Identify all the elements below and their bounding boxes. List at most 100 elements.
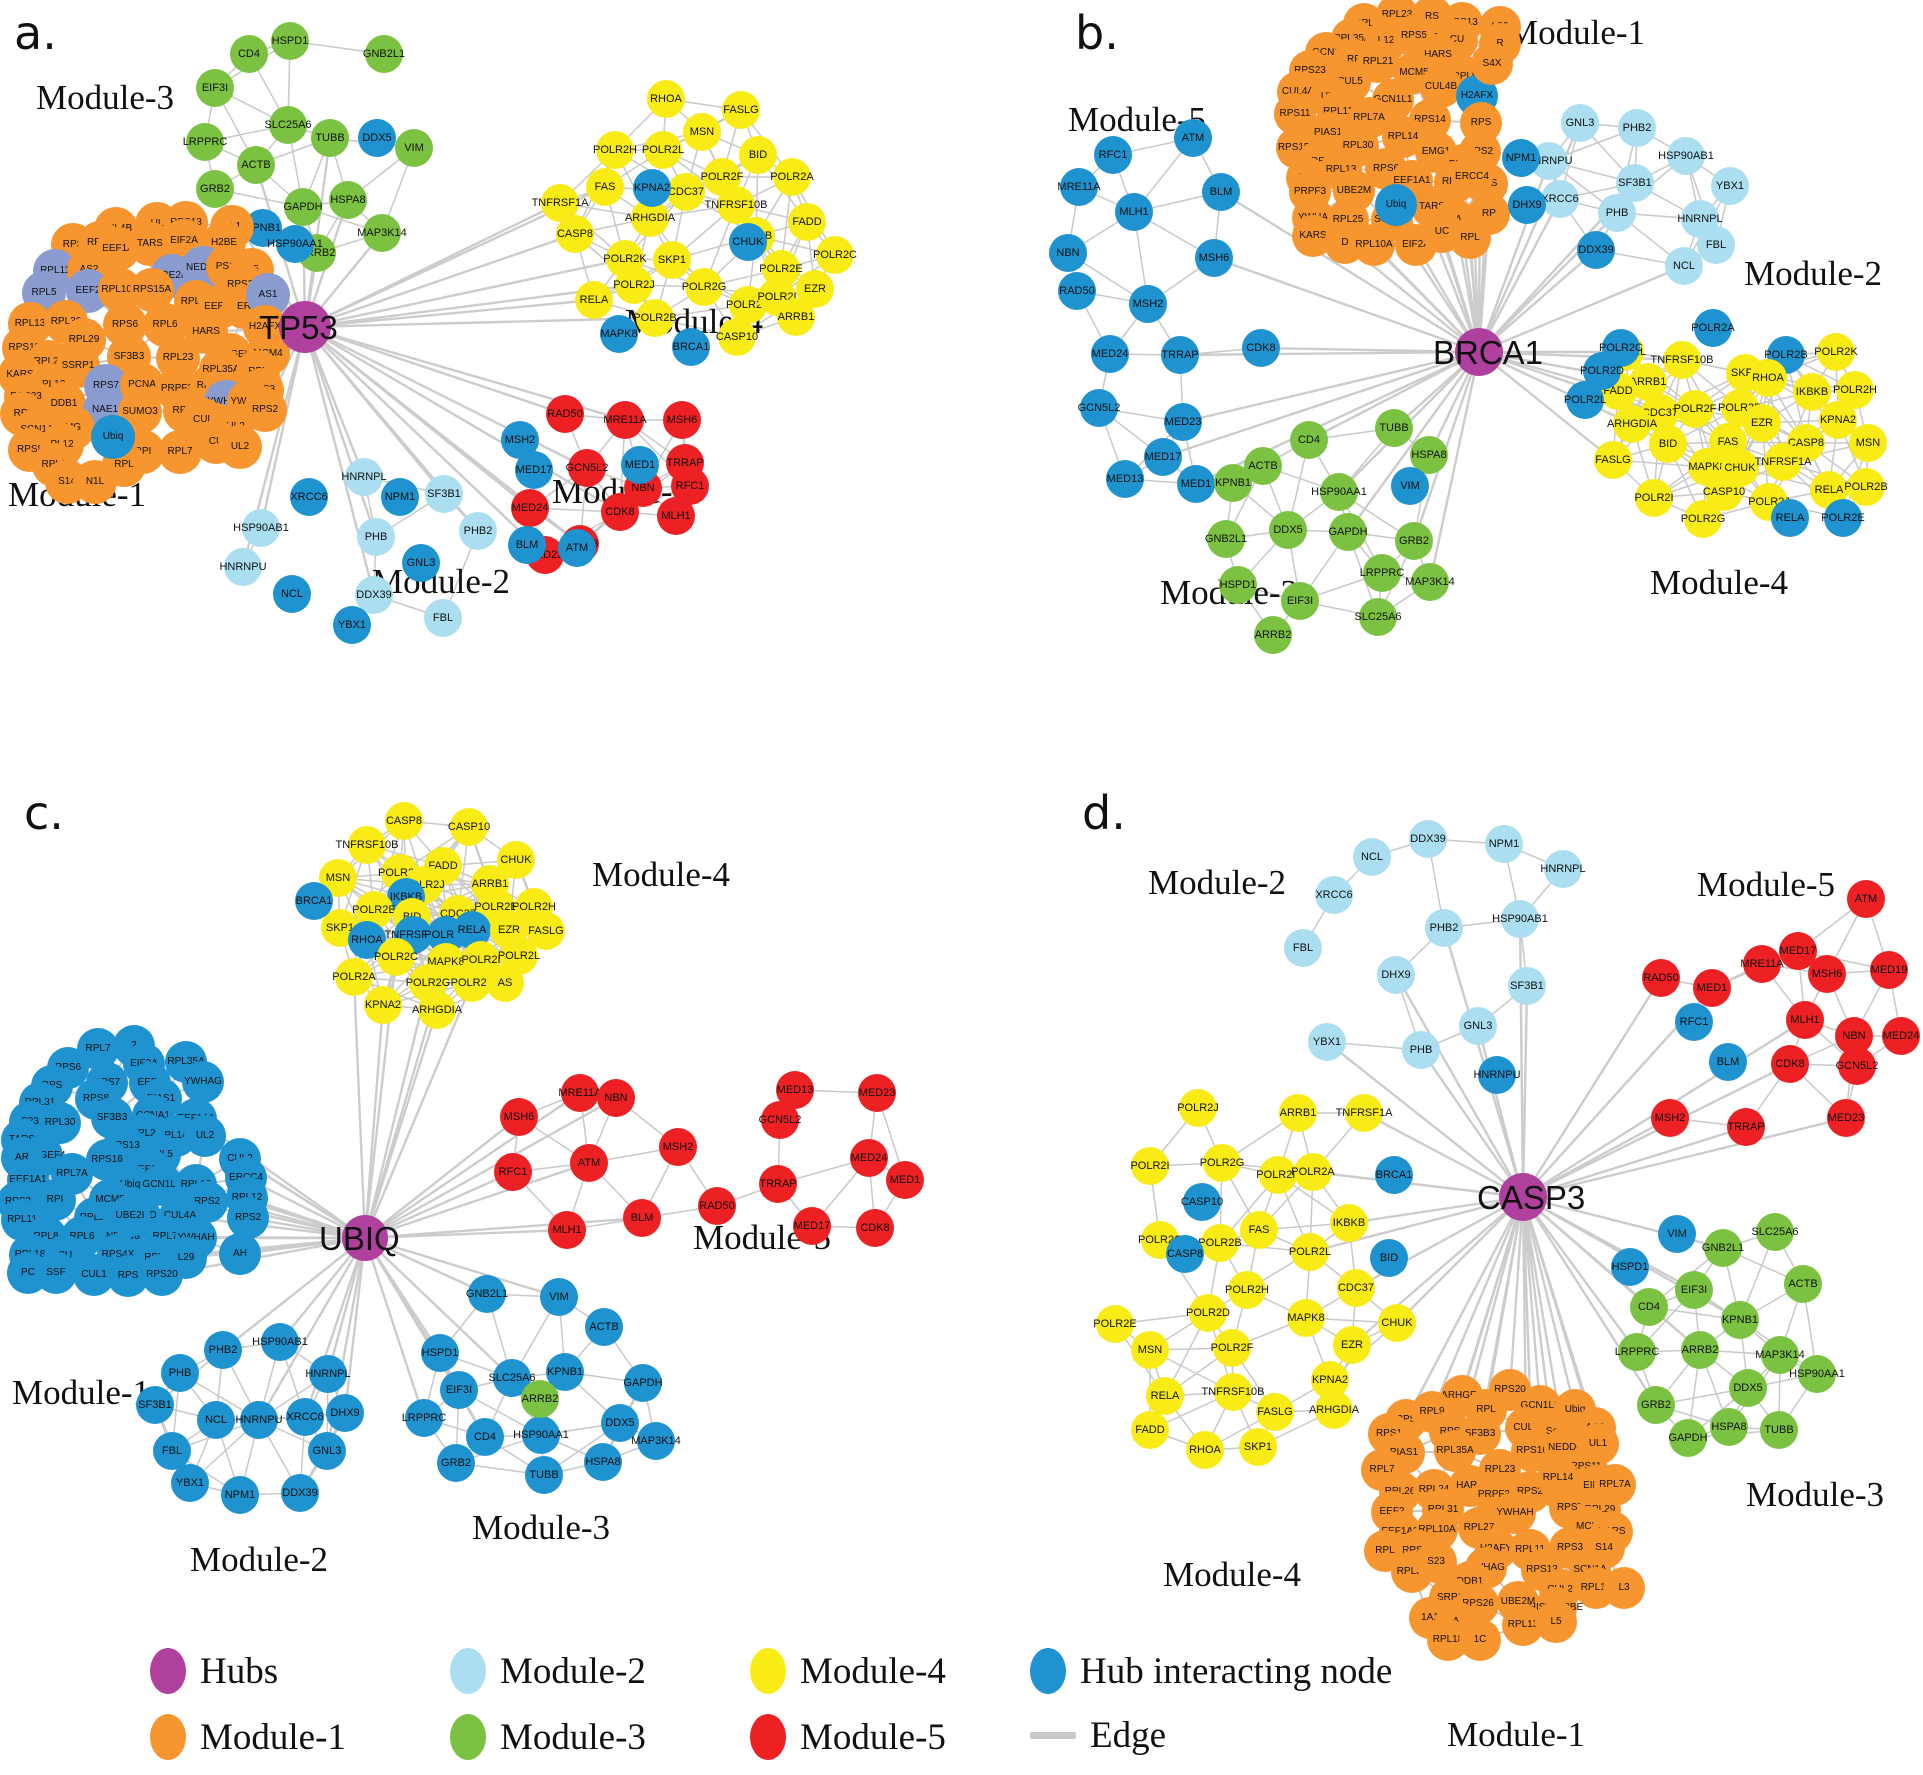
node-module-4[interactable]: POLR2F xyxy=(1211,1329,1253,1367)
node-module-3[interactable]: KPNB1 xyxy=(1721,1301,1759,1339)
node-module-4[interactable]: FASLG xyxy=(1256,1393,1294,1431)
node-module-3[interactable]: CD4 xyxy=(1630,1288,1668,1326)
node-module-5[interactable]: MED17 xyxy=(793,1207,831,1245)
node-module-4[interactable]: POLR2C xyxy=(813,236,857,274)
node-hub-interacting[interactable]: HSPD1 xyxy=(1611,1248,1649,1286)
node-module-2[interactable]: NCL xyxy=(1665,247,1703,285)
node-module-5-hub-interacting[interactable]: MRE11A xyxy=(1057,168,1101,206)
node-module-4[interactable]: CASP10 xyxy=(716,318,758,356)
node-module-4[interactable]: CASP8 xyxy=(385,802,423,840)
node-module-4[interactable]: TNFRSF10B xyxy=(1651,341,1713,379)
node-module-4[interactable]: ARHGDIA xyxy=(1309,1391,1359,1429)
node-module-5[interactable]: MRE11A xyxy=(603,401,647,439)
node-module-5[interactable]: MED23 xyxy=(858,1074,896,1112)
node-module-4[interactable]: BID xyxy=(1649,425,1687,463)
node-module-5-hub-interacting[interactable]: GCN5L2 xyxy=(1078,389,1120,427)
node-module-2[interactable]: PHB xyxy=(357,518,395,556)
node-module-3[interactable]: HSPA8 xyxy=(584,1443,622,1481)
node-module-4[interactable]: POLR2A xyxy=(1291,1153,1335,1191)
node-module-3[interactable]: SLC25A6 xyxy=(264,106,312,144)
node-module-2[interactable]: NCL xyxy=(1353,838,1391,876)
node-module-5-hub-interacting[interactable]: RFC1 xyxy=(1094,136,1132,174)
node-module-5-hub-interacting[interactable]: MSH2 xyxy=(1129,285,1167,323)
node-module-2[interactable]: GNL3 xyxy=(1561,104,1599,142)
node-module-5-hub-interacting[interactable]: NBN xyxy=(1049,234,1087,272)
node-module-3[interactable]: GAPDH xyxy=(1328,513,1368,551)
node-module-5[interactable]: RAD50 xyxy=(1642,959,1680,997)
node-module-4[interactable]: POLR2E xyxy=(1093,1305,1137,1343)
node-module-5-hub-interacting[interactable]: BLM xyxy=(1202,173,1240,211)
node-module-3[interactable]: LRPPRC xyxy=(402,1399,446,1437)
node-module-5[interactable]: MED24 xyxy=(850,1139,888,1177)
node-module-1[interactable]: RPS2 xyxy=(227,1197,269,1239)
node-module-1[interactable]: UBE2I xyxy=(109,1195,151,1237)
node-module-3[interactable]: ARRB2 xyxy=(1254,616,1292,654)
node-hub-interacting[interactable]: VIM xyxy=(1658,1215,1696,1253)
node-module-5-hub-interacting[interactable]: MSH6 xyxy=(1195,239,1233,277)
node-module-1[interactable]: S4X xyxy=(1471,43,1513,85)
node-module-5[interactable]: MLH1 xyxy=(548,1211,586,1249)
node-module-4[interactable]: KPNA2 xyxy=(364,986,402,1024)
node-module-3[interactable]: MAP3K14 xyxy=(357,214,407,252)
node-module-2[interactable]: HNRNPU xyxy=(235,1401,283,1439)
node-module-3[interactable]: HSP90AA1 xyxy=(1311,473,1367,511)
node-module-4[interactable]: POLR2I xyxy=(1634,479,1674,517)
node-module-3[interactable]: GRB2 xyxy=(1637,1386,1675,1424)
node-module-2[interactable]: NPM1 xyxy=(221,1476,259,1514)
node-module-4[interactable]: POLR2B xyxy=(633,299,677,337)
node-hub-interacting[interactable]: ATM xyxy=(558,529,596,567)
node-module-5-hub-interacting[interactable]: CDK8 xyxy=(1242,329,1280,367)
node-module-5[interactable]: GCN5L2 xyxy=(566,449,608,487)
node-hub-interacting[interactable]: DHX9 xyxy=(1508,186,1546,224)
node-hub-interacting[interactable]: MED1 xyxy=(621,446,659,484)
node-module-3[interactable]: GRB2 xyxy=(1395,522,1433,560)
node-hub-interacting[interactable]: VIM xyxy=(1391,467,1429,505)
node-hub-interacting[interactable]: KPNA2 xyxy=(633,169,671,207)
node-module-4[interactable]: AS xyxy=(486,964,524,1002)
node-module-5[interactable]: BLM xyxy=(623,1199,661,1237)
node-module-4[interactable]: POLR2J xyxy=(1177,1089,1219,1127)
node-module-4[interactable]: TNFRSF10B xyxy=(336,826,398,864)
node-module-1[interactable]: RPL7 xyxy=(158,430,202,474)
node-module-1[interactable]: L5 xyxy=(1535,1601,1577,1643)
node-module-4[interactable]: RHOA xyxy=(647,80,685,118)
node-module-1[interactable]: RPL xyxy=(1449,217,1491,259)
node-module-3[interactable]: SLC25A6 xyxy=(1354,598,1402,636)
node-module-1[interactable]: ERCC4 xyxy=(1451,156,1493,198)
node-module-3[interactable]: VIM xyxy=(395,129,433,167)
node-module-3[interactable]: ACTB xyxy=(585,1308,623,1346)
node-module-4[interactable]: FASLG xyxy=(1594,441,1632,479)
node-hub-interacting[interactable]: MED17 xyxy=(515,451,553,489)
node-module-5[interactable]: CDK8 xyxy=(856,1209,894,1247)
node-module-4[interactable]: POLR2I xyxy=(1130,1147,1170,1185)
node-module-3[interactable]: MAP3K14 xyxy=(1405,563,1455,601)
node-module-4[interactable]: POLR2G xyxy=(1681,500,1725,538)
node-module-4[interactable]: POLR2J xyxy=(613,266,655,304)
node-module-2[interactable]: HSP90AB1 xyxy=(233,509,289,547)
node-module-3[interactable]: LRPPRC xyxy=(1615,1333,1659,1371)
node-hub-interacting[interactable]: BLM xyxy=(508,526,546,564)
node-module-3[interactable]: HSP90AA1 xyxy=(1789,1355,1845,1393)
node-module-4[interactable]: TNFRSF10B xyxy=(1202,1373,1264,1411)
node-hub-interacting[interactable]: HNRNPU xyxy=(1473,1056,1521,1094)
node-module-2[interactable]: DDX39 xyxy=(1409,820,1447,858)
node-module-5[interactable]: GCN5L2 xyxy=(759,1101,801,1139)
node-module-4[interactable]: POLR2G xyxy=(1200,1144,1244,1182)
node-module-1[interactable]: RPL10A xyxy=(1353,224,1395,266)
node-hub-interacting[interactable]: HSP90AA1 xyxy=(267,225,323,263)
node-module-5-hub-interacting[interactable]: MED13 xyxy=(1106,460,1144,498)
node-module-5[interactable]: MED1 xyxy=(1693,969,1731,1007)
node-hub-interacting[interactable]: RELA xyxy=(1771,499,1809,537)
node-module-3[interactable]: HSPA8 xyxy=(1710,1408,1748,1446)
node-module-2[interactable]: FBL xyxy=(1697,226,1735,264)
node-module-5[interactable]: MSH6 xyxy=(663,401,701,439)
node-module-3[interactable]: MAP3K14 xyxy=(631,1422,681,1460)
node-hub-interacting[interactable]: BRCA1 xyxy=(1375,1156,1413,1194)
node-module-2[interactable]: XRCC6 xyxy=(1541,180,1579,218)
node-module-1[interactable]: YWHAG xyxy=(182,1061,224,1103)
node-module-4[interactable]: POLR2L xyxy=(642,131,684,169)
node-module-1[interactable]: L3 xyxy=(1603,1567,1645,1609)
node-hub-interacting[interactable]: MAPK8 xyxy=(600,315,638,353)
node-module-5[interactable]: RFC1 xyxy=(494,1153,532,1191)
node-module-3[interactable]: HSPD1 xyxy=(421,1334,459,1372)
